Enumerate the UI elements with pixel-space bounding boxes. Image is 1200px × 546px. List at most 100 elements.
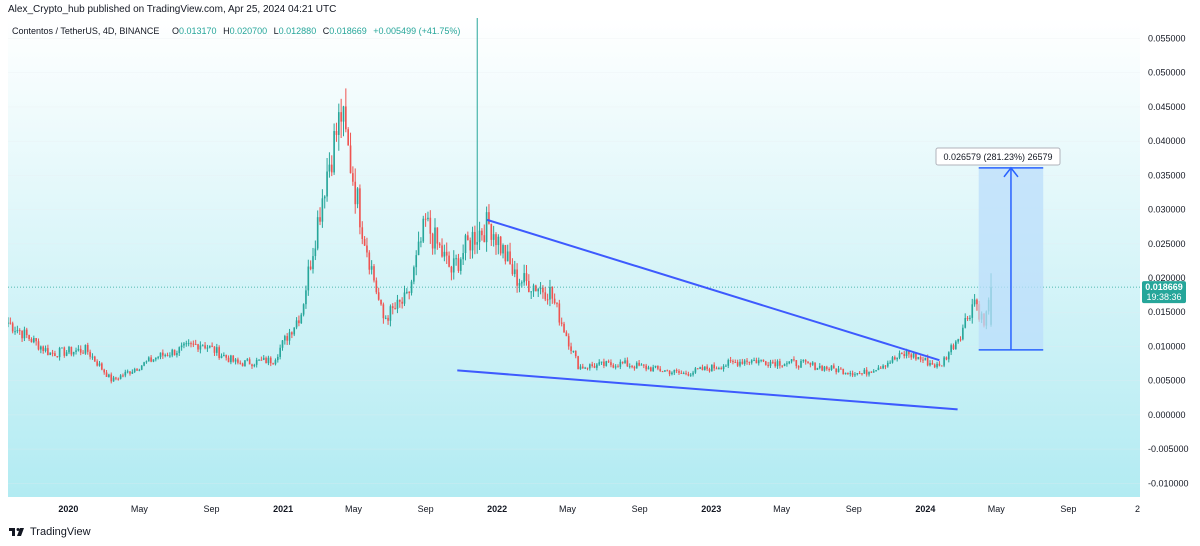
candle-body [581, 366, 584, 369]
candle-body [809, 362, 812, 365]
candle-body [589, 364, 591, 369]
candle-body [171, 349, 174, 356]
price-axis[interactable]: 0.055000 0.050000 0.045000 0.040000 0.035000… [1148, 34, 1189, 489]
time-tick-label: 2020 [58, 504, 78, 514]
candle-body [42, 346, 45, 351]
candle-body [246, 359, 249, 361]
candle-body [391, 306, 394, 309]
candle-body [825, 366, 828, 369]
legend-low-value: 0.012880 [279, 26, 317, 36]
candle-body [72, 351, 75, 355]
candle-body [291, 332, 293, 335]
candle-body [450, 266, 453, 273]
candle-body [366, 245, 368, 253]
time-tick-label: 2021 [273, 504, 293, 514]
price-tick-label: -0.010000 [1148, 478, 1189, 488]
time-tick-label: 20 [1135, 504, 1140, 514]
candle-body [274, 360, 277, 365]
candle-body [706, 366, 708, 370]
candle-body [760, 359, 762, 361]
candle-body [858, 373, 861, 375]
price-chart[interactable]: 2020 May Sep 2021 May Sep 2022 May Sep 2023 May Sep… [7, 18, 1200, 518]
candle-body [340, 112, 342, 122]
time-axis[interactable]: 2020 May Sep 2021 May Sep 2022 May Sep 2023 May Sep… [58, 504, 1145, 514]
candle-body [671, 372, 673, 375]
candle-body [119, 375, 122, 379]
candle-body [567, 336, 570, 347]
candle-body [77, 348, 80, 351]
candle-body [556, 303, 558, 305]
candle-body [605, 361, 608, 366]
candle-body [30, 339, 33, 343]
candle-body [436, 227, 439, 244]
chart-area[interactable]: 2020 May Sep 2021 May Sep 2022 May Sep 2023 May Sep… [7, 18, 1200, 518]
candle-body [950, 345, 952, 353]
candle-body [947, 352, 950, 360]
candle-body [398, 299, 401, 302]
candle-body [293, 327, 296, 335]
candle-body [673, 370, 676, 373]
candle-body [342, 106, 345, 122]
candle-body [237, 359, 239, 363]
candle-body [86, 344, 89, 352]
candle-body [345, 106, 347, 130]
measure-arrow-head [1003, 166, 1019, 178]
candle-body [781, 365, 784, 367]
candle-body [903, 354, 906, 357]
candle-body [445, 251, 448, 256]
candle-body [25, 329, 28, 336]
candle-body [18, 330, 21, 332]
candle-body [429, 217, 432, 234]
time-tick-label: May [773, 504, 791, 514]
candle-body [333, 131, 335, 173]
candle-body [596, 364, 598, 368]
candle-body [811, 362, 814, 365]
candle-body [187, 343, 190, 345]
last-price-badge: 0.018669 19:38:36 [1142, 281, 1186, 304]
candle-body [530, 291, 533, 293]
candle-body [448, 255, 450, 267]
candle-body [889, 362, 891, 364]
candle-body [312, 256, 314, 270]
candles [7, 18, 992, 384]
candle-body [544, 292, 547, 300]
candle-body [248, 359, 251, 365]
candle-body [61, 347, 63, 349]
price-tick-label: 0.050000 [1148, 68, 1186, 78]
candle-body [441, 245, 443, 257]
candle-body [79, 348, 82, 353]
candle-body [157, 357, 159, 359]
candle-body [755, 360, 758, 364]
candle-body [382, 304, 385, 319]
trendline-upper [486, 218, 940, 362]
candle-body [166, 354, 169, 356]
candle-body [101, 363, 103, 370]
tradingview-brand[interactable]: TradingView [8, 526, 91, 538]
candle-body [938, 363, 941, 366]
candle-body [804, 360, 807, 362]
candle-body [117, 378, 120, 380]
candle-body [966, 318, 969, 320]
candle-body [894, 357, 896, 360]
time-tick-label: Sep [418, 504, 434, 514]
candle-body [133, 369, 136, 372]
candle-body [969, 317, 971, 319]
candle-body [722, 366, 725, 370]
candle-body [607, 361, 610, 363]
candle-body [708, 369, 711, 372]
candle-body [497, 236, 500, 246]
candle-body [769, 361, 772, 366]
candle-body [138, 369, 141, 371]
price-scale[interactable]: 0.055000 0.050000 0.045000 0.040000 0.035000… [1140, 18, 1200, 497]
price-tick-label: 0.015000 [1148, 307, 1186, 317]
candle-body [180, 345, 183, 348]
candle-body [47, 348, 49, 356]
candle-body [833, 365, 835, 369]
time-tick-label: May [345, 504, 363, 514]
price-tick-label: -0.005000 [1148, 444, 1189, 454]
candle-body [478, 230, 481, 243]
candle-body [37, 341, 40, 350]
trendline-lower [457, 369, 958, 411]
candle-body [910, 354, 913, 358]
candle-body [260, 359, 263, 361]
